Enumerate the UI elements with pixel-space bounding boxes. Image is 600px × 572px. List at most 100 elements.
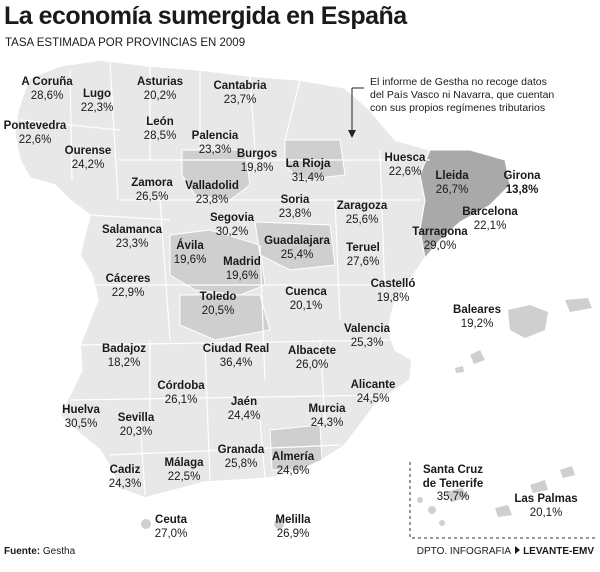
province-label-palencia: Palencia 23,3% [192,130,239,157]
province-value: 30,5% [64,417,98,430]
province-name: Las Palmas [514,493,578,505]
melilla-dot [274,519,284,529]
province-value: 23,8% [278,207,312,220]
province-label-cuenca: Cuenca 20,1% [285,286,327,313]
province-label-barcelona: Barcelona 22,1% [462,206,518,233]
province-label-asturias: Asturias 20,2% [137,76,183,103]
province-label-granada: Granada 25,8% [218,444,265,471]
province-name: Cuenca [285,286,327,298]
note-pointer-arrow [348,130,356,138]
ceuta-dot [141,519,151,529]
province-name: de Tenerife [422,477,484,490]
province-value: 24,3% [310,416,344,429]
credit-brand: LEVANTE-EMV [523,546,594,557]
province-value: 24,3% [108,477,142,490]
province-label-sevilla: Sevilla 20,3% [118,412,154,439]
province-name: Jaén [230,396,258,408]
province-label-santa-cruz-tenerife: Santa Cruz de Tenerife 35,7% [423,464,484,505]
page-title: La economía sumergida en España [4,2,407,30]
province-label-zamora: Zamora 26,5% [131,177,173,204]
province-value: 23,8% [195,193,229,206]
province-name: Burgos [236,148,278,160]
province-value: 22,5% [167,470,201,483]
province-label-cadiz: Cadiz 24,3% [109,464,142,491]
province-value: 20,2% [143,89,177,102]
province-name: Melilla [275,514,311,526]
province-value: 24,4% [227,409,261,422]
province-value: 19,2% [460,317,494,330]
province-name: Teruel [346,242,380,254]
province-value: 19,6% [225,269,259,282]
province-name: Girona [503,170,541,182]
province-label-cantabria: Cantabria 23,7% [213,80,266,107]
province-value: 26,7% [435,183,469,196]
canarias-inset [409,462,595,539]
province-name: Lleida [435,170,469,182]
province-label-murcia: Murcia 24,3% [308,403,345,430]
province-label-las-palmas: Las Palmas 20,1% [514,493,577,520]
province-name: Baleares [453,304,501,316]
province-name: Madrid [223,256,261,268]
province-name: Almería [271,451,315,463]
province-label-alicante: Alicante 24,5% [351,379,396,406]
province-label-lleida: Lleida 26,7% [435,170,468,197]
province-value: 31,4% [291,171,325,184]
province-name: Valencia [343,323,391,335]
map-note: El informe de Gestha no recoge datos del… [370,76,555,114]
province-value: 22,6% [18,133,52,146]
province-name: Badajoz [101,343,147,355]
province-value: 29,0% [423,239,457,252]
province-value: 13,8% [505,183,539,196]
province-name: La Rioja [285,158,331,170]
province-label-cordoba: Córdoba 26,1% [157,380,204,407]
province-value: 35,7% [436,491,470,503]
province-name: Palencia [191,130,239,142]
province-label-melilla: Melilla 26,9% [275,514,310,541]
province-label-ourense: Ourense 24,2% [65,145,112,172]
province-label-avila: Ávila 19,6% [174,240,207,267]
province-name: Guadalajara [264,235,330,247]
province-label-ciudad-real: Ciudad Real 36,4% [203,343,269,370]
province-label-la-rioja: La Rioja 31,4% [286,158,331,185]
province-value: 24,2% [71,158,105,171]
province-name: A Coruña [21,76,73,88]
province-value: 24,5% [356,392,390,405]
province-value: 26,1% [164,393,198,406]
province-name: Huesca [384,152,426,164]
province-value: 20,1% [529,506,563,519]
province-name: Ourense [64,145,112,157]
region-catalonia [419,149,511,260]
province-name: Murcia [308,403,346,415]
province-label-baleares: Baleares 19,2% [453,304,501,331]
peninsula [14,59,511,499]
province-label-guadalajara: Guadalajara 25,4% [264,235,330,262]
province-value: 18,2% [107,356,141,369]
province-label-almeria: Almería 24,6% [272,451,314,478]
province-value: 19,8% [240,161,274,174]
province-value: 26,0% [295,358,329,371]
province-label-ceuta: Ceuta 27,0% [155,514,188,541]
page-subtitle: TASA ESTIMADA POR PROVINCIAS EN 2009 [5,37,246,49]
province-value: 23,7% [223,93,257,106]
province-value: 26,9% [276,527,310,540]
province-label-caceres: Cáceres 22,9% [106,273,151,300]
credit-dept: DPTO. INFOGRAFIA [416,546,512,557]
province-value: 28,5% [143,129,177,142]
province-value: 20,5% [201,304,235,317]
source-credit: Fuente: Gestha [4,546,75,557]
province-name: Ávila [176,240,204,252]
province-label-toledo: Toledo 20,5% [200,291,237,318]
province-value: 27,6% [346,255,380,268]
province-name: Córdoba [157,380,205,392]
province-value: 22,3% [80,101,114,114]
infographic-credit: DPTO. INFOGRAFIA LEVANTE-EMV [417,546,594,557]
province-value: 25,6% [345,213,379,226]
province-name: Cáceres [105,273,151,285]
province-value: 26,5% [135,190,169,203]
province-name: Ciudad Real [202,343,270,355]
province-value: 25,4% [280,248,314,261]
province-value: 22,1% [473,219,507,232]
province-label-valencia: Valencia 25,3% [344,323,390,350]
province-label-girona: Girona 13,8% [503,170,540,197]
